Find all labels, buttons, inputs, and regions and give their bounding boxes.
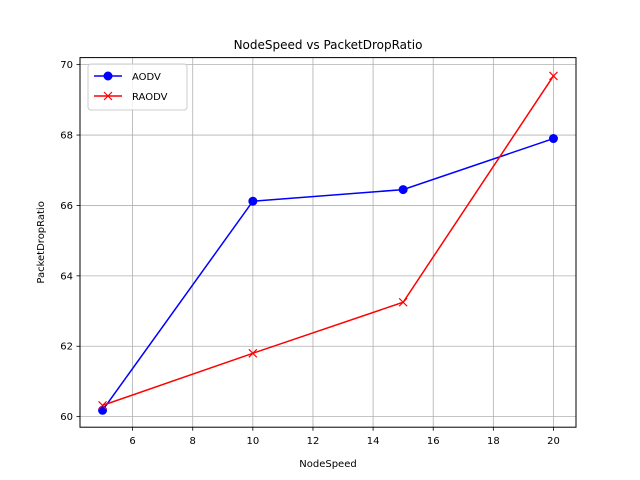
legend: AODV RAODV [87,63,188,111]
data-point-raodv [549,71,558,81]
x-tick-label: 18 [487,436,500,447]
series-raodv [98,71,558,410]
legend-box [87,63,188,111]
x-tick-label: 20 [547,436,560,447]
data-point-raodv [248,348,258,358]
y-tick-label: 66 [60,201,73,212]
x-tick-label: 16 [427,436,440,447]
x-tick-label: 6 [129,436,135,447]
data-point-raodv [398,297,408,307]
x-tick-label: 8 [190,436,196,447]
grid [80,57,576,428]
x-axis: 6 8 10 12 14 16 18 20 [129,427,560,447]
x-tick-label: 10 [246,436,259,447]
x-tick-label: 12 [307,436,320,447]
plot-frame [79,57,577,428]
y-axis-title: PacketDropRatio [36,201,47,283]
legend-label-raodv: RAODV [132,92,168,103]
series-aodv [98,134,558,415]
legend-item-aodv: AODV [94,71,161,83]
y-tick-label: 62 [60,342,73,353]
legend-marker-raodv [103,91,113,101]
series-line-raodv [102,75,555,407]
legend-label-aodv: AODV [132,72,161,83]
x-axis-title: NodeSpeed [299,459,356,470]
data-point-aodv [98,405,108,415]
data-point-aodv [398,185,408,195]
y-tick-label: 70 [60,60,73,71]
y-tick-label: 60 [60,412,73,423]
data-point-aodv [248,196,258,206]
data-point-aodv [548,134,558,144]
data-point-raodv [98,400,107,410]
legend-item-raodv: RAODV [94,91,168,103]
y-axis: 60 62 64 66 68 70 [60,60,80,423]
legend-marker-aodv [103,71,113,81]
series-layer [98,71,558,415]
y-tick-label: 64 [60,271,73,282]
y-tick-label: 68 [60,131,73,142]
series-line-aodv [101,137,554,411]
chart-title: NodeSpeed vs PacketDropRatio [234,38,423,52]
x-tick-label: 14 [367,436,380,447]
